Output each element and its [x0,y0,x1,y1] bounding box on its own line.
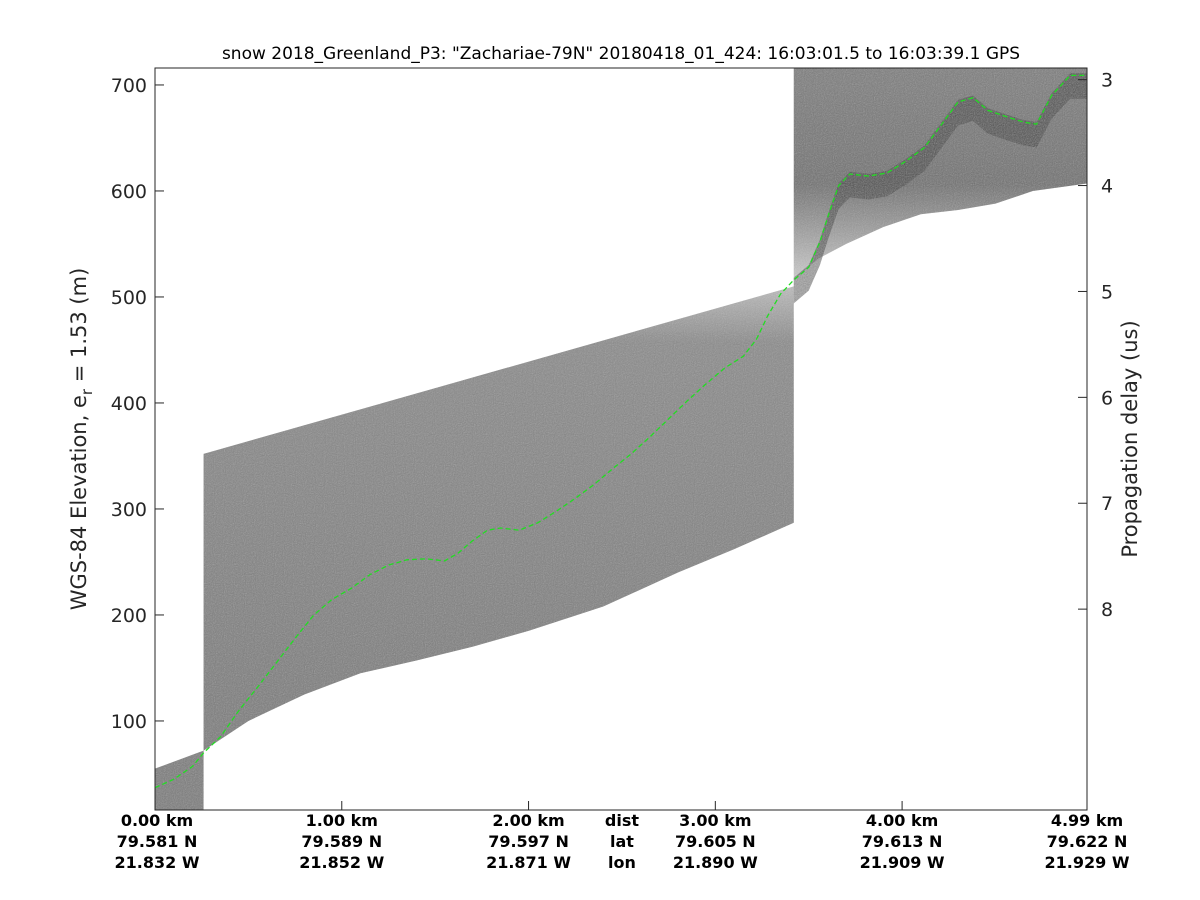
y-tick-label-left: 300 [111,499,147,521]
y-axis-label-left-sub: r [78,388,96,395]
x-label-lat: 79.622 N [1047,832,1128,851]
x-label-lat: 79.605 N [675,832,756,851]
y-axis-label-right: Propagation delay (us) [1118,320,1142,557]
x-label-dist: 1.00 km [306,811,378,830]
x-label-dist: 4.00 km [866,811,938,830]
y-tick-label-right: 8 [1101,599,1113,621]
x-label-lon: 21.890 W [673,853,758,872]
echogram-image [155,68,1087,810]
x-label-lon: 21.852 W [299,853,384,872]
x-label-dist: 3.00 km [679,811,751,830]
bottom-axis-labels: 0.00 km 79.581 N 21.832 W 1.00 km 79.589 N 21… [115,801,1130,872]
x-label-lon: 21.832 W [115,853,200,872]
chart-title: snow 2018_Greenland_P3: "Zachariae-79N" … [222,44,1020,64]
y-axis-label-left: WGS-84 Elevation, er = 1.53 (m) [67,268,96,611]
x-label-dist: 2.00 km [492,811,564,830]
y-tick-label-right: 6 [1101,387,1113,409]
y-tick-label-left: 700 [111,75,147,97]
x-label-lon: 21.929 W [1045,853,1130,872]
right-axis: 3 4 5 6 7 8 [1078,70,1113,621]
x-row-name-dist: dist [605,811,639,830]
surface-reflection-band [793,73,1087,304]
echogram-segment-1 [155,750,204,810]
x-label-lon: 21.871 W [486,853,571,872]
y-tick-label-right: 4 [1101,176,1113,198]
plot-frame [154,67,1088,811]
y-tick-label-left: 100 [111,711,147,733]
x-label-dist: 4.99 km [1051,811,1123,830]
x-label-lat: 79.613 N [862,832,943,851]
x-label-lon: 21.909 W [860,853,945,872]
y-axis-label-left-rest: = 1.53 (m) [67,268,91,389]
echogram-segment-3 [793,68,1087,280]
x-row-name-lat: lat [610,832,634,851]
x-label-lat: 79.597 N [488,832,569,851]
y-tick-label-left: 500 [111,287,147,309]
y-tick-label-right: 7 [1101,493,1113,515]
y-tick-label-left: 600 [111,181,147,203]
y-tick-label-right: 5 [1101,281,1113,303]
x-label-lat: 79.581 N [117,832,198,851]
x-label-lat: 79.589 N [301,832,382,851]
y-tick-label-right: 3 [1101,70,1113,92]
y-tick-label-left: 200 [111,605,147,627]
y-axis-label-left-main: WGS-84 Elevation, e [67,395,91,610]
echogram-segment-2 [203,286,794,751]
x-label-dist: 0.00 km [121,811,193,830]
left-axis: 100 200 300 400 500 600 700 [111,75,164,733]
y-tick-label-left: 400 [111,393,147,415]
x-row-name-lon: lon [608,853,636,872]
